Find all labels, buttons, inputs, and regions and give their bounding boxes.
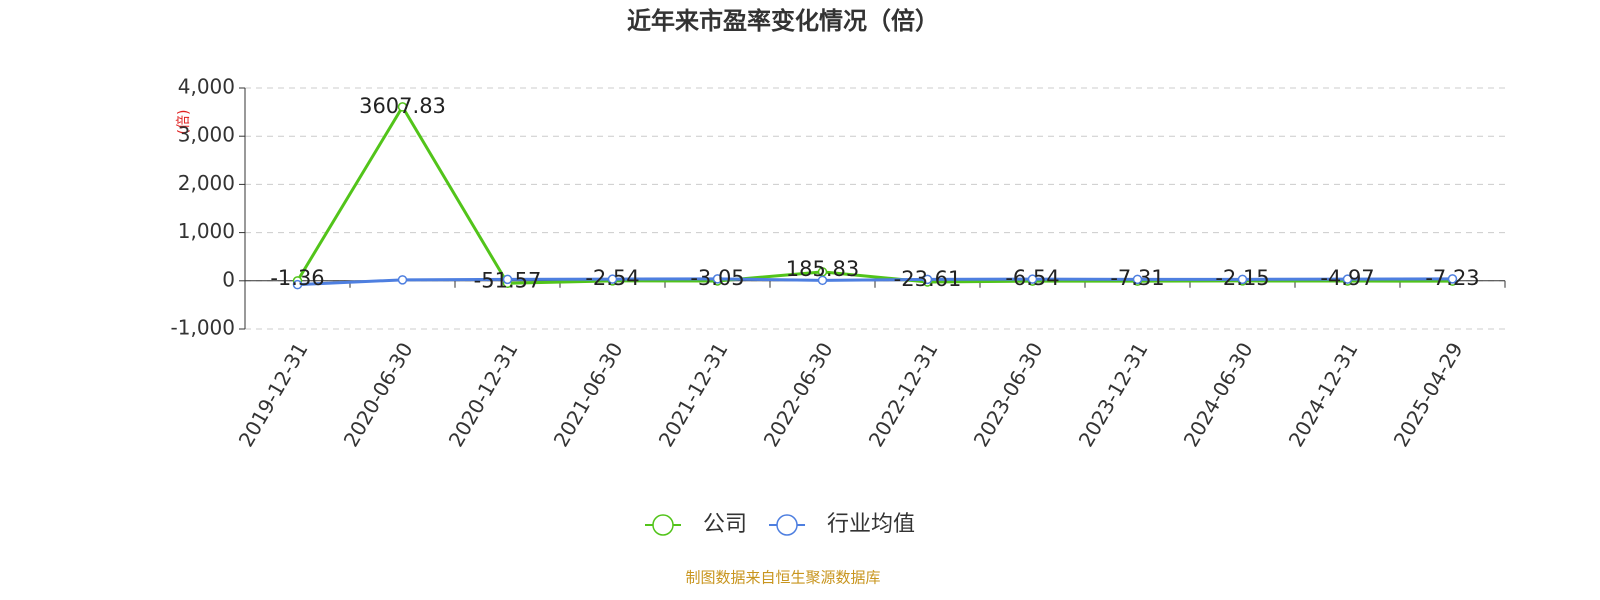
y-tick-label: 3,000 xyxy=(178,123,235,147)
x-tick-label: 2024-12-31 xyxy=(1284,338,1363,451)
legend-marker xyxy=(652,514,674,536)
data-label: -2.54 xyxy=(585,266,639,290)
x-tick-label: 2023-12-31 xyxy=(1074,338,1153,451)
chart-title: 近年来市盈率变化情况（倍） xyxy=(627,7,939,35)
marker xyxy=(1447,274,1458,284)
line xyxy=(297,277,1453,287)
data-label: -7.23 xyxy=(1425,266,1479,290)
marker xyxy=(502,274,513,285)
y-tick-label: 1,000 xyxy=(178,219,235,243)
footer: 制图数据来自恒生聚源数据库 xyxy=(685,569,880,587)
y-tick-label: 4,000 xyxy=(178,75,235,99)
y-tick-label: -1,000 xyxy=(171,316,235,340)
marker xyxy=(922,274,933,285)
x-tick-label: 2025-04-29 xyxy=(1389,338,1468,451)
data-label: -23.61 xyxy=(894,267,962,291)
y-tick-label: 0 xyxy=(222,267,235,291)
x-tick-label: 2021-12-31 xyxy=(654,338,733,451)
x-tick-label: 2022-06-30 xyxy=(759,338,838,451)
x-tick-label: 2021-06-30 xyxy=(549,338,628,451)
x-tick-label: 2020-06-30 xyxy=(339,338,418,451)
data-label: -2.15 xyxy=(1215,266,1269,290)
y-axis-label: (倍) xyxy=(176,110,192,135)
x-tick-label: 2022-12-31 xyxy=(864,338,943,451)
x-tick-label: 2024-06-30 xyxy=(1179,338,1258,451)
marker xyxy=(1237,274,1248,285)
data-label: -51.57 xyxy=(474,268,542,292)
data-label: -6.54 xyxy=(1005,266,1059,290)
legend-label: 行业均值 xyxy=(827,512,915,537)
data-label: 3607.83 xyxy=(359,94,446,118)
data-label: -1.36 xyxy=(270,266,324,290)
marker xyxy=(1342,274,1353,284)
x-tick-label: 2023-06-30 xyxy=(969,338,1048,451)
marker xyxy=(397,102,408,112)
marker xyxy=(607,274,618,284)
y-tick-label: 2,000 xyxy=(178,171,235,195)
data-label: -4.97 xyxy=(1320,266,1374,290)
marker xyxy=(817,275,828,286)
data-label: 185.83 xyxy=(786,257,859,281)
legend-label: 公司 xyxy=(703,512,747,537)
data-label: -3.05 xyxy=(690,266,744,290)
line xyxy=(296,103,1453,285)
legend-marker xyxy=(776,514,798,536)
data-label: -7.31 xyxy=(1110,266,1164,290)
x-tick-label: 2019-12-31 xyxy=(234,338,313,451)
marker xyxy=(397,275,408,285)
marker xyxy=(1132,274,1143,285)
marker xyxy=(1027,274,1038,284)
marker xyxy=(712,274,723,284)
x-tick-label: 2020-12-31 xyxy=(444,338,523,451)
marker xyxy=(292,279,303,290)
